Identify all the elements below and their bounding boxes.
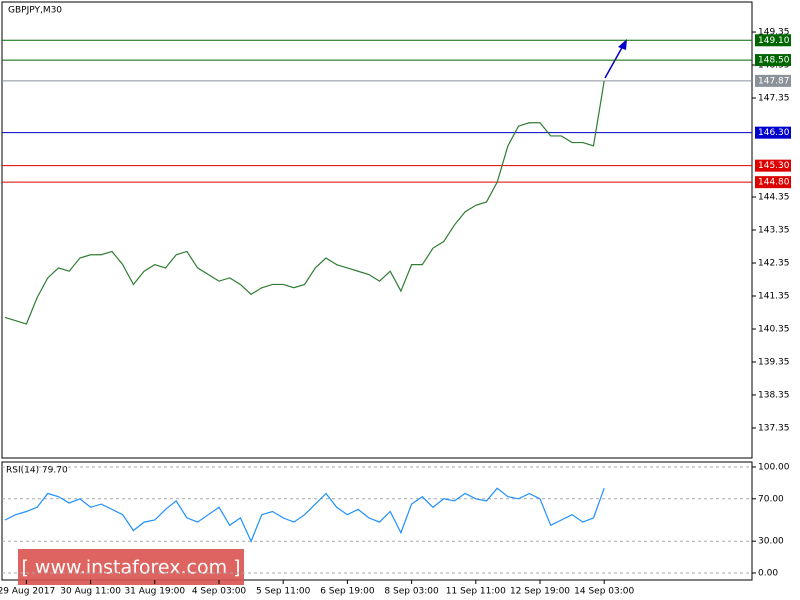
arrow xyxy=(604,43,625,79)
x-tick-label: 30 Aug 11:00 xyxy=(60,587,121,597)
y-tick-label: 140.35 xyxy=(758,324,790,334)
y-tick-label: 100.00 xyxy=(758,462,790,472)
y-tick-label: 137.35 xyxy=(758,423,790,433)
x-tick-label: 8 Sep 03:00 xyxy=(384,587,439,597)
level-label-box xyxy=(755,159,791,172)
level-label: 147.87 xyxy=(758,76,790,86)
level-label: 144.80 xyxy=(758,178,790,188)
x-tick-label: 29 Aug 2017 xyxy=(0,587,55,597)
chart-title: GBPJPY,M30 xyxy=(8,6,62,16)
rsi-title: RSI(14) 79.70 xyxy=(6,466,68,476)
y-tick-label: 0.00 xyxy=(758,569,778,579)
x-tick-label: 4 Sep 03:00 xyxy=(192,587,247,597)
level-label: 149.10 xyxy=(758,36,790,46)
y-tick-label: 141.35 xyxy=(758,291,790,301)
level-label-box xyxy=(755,126,791,139)
series-line xyxy=(4,80,605,325)
x-tick-label: 12 Sep 19:00 xyxy=(510,587,570,597)
x-tick-label: 11 Sep 11:00 xyxy=(446,587,506,597)
y-tick-label: 139.35 xyxy=(758,357,790,367)
price-panel xyxy=(1,1,753,459)
y-tick-label: 30.00 xyxy=(758,537,784,547)
watermark: [ www.instaforex.com ] xyxy=(21,557,240,579)
x-tick-label: 14 Sep 03:00 xyxy=(574,587,634,597)
level-label: 148.50 xyxy=(758,56,790,66)
y-tick-label: 142.35 xyxy=(758,258,790,268)
level-label-box xyxy=(755,176,791,189)
y-tick-label: 70.00 xyxy=(758,494,784,504)
y-tick-label: 144.35 xyxy=(758,193,790,203)
level-label-box xyxy=(755,74,791,87)
x-tick-label: 31 Aug 19:00 xyxy=(124,587,185,597)
arrow-head xyxy=(618,39,627,50)
x-tick-label: 5 Sep 11:00 xyxy=(256,587,311,597)
series-line xyxy=(4,487,605,543)
level-label: 146.30 xyxy=(758,128,790,138)
x-tick-label: 6 Sep 19:00 xyxy=(320,587,375,597)
level-label-box xyxy=(755,34,791,47)
y-tick-label: 149.35 xyxy=(758,28,790,38)
level-label: 145.30 xyxy=(758,161,790,171)
y-tick-label: 143.35 xyxy=(758,226,790,236)
y-tick-label: 147.35 xyxy=(758,94,790,104)
y-tick-label: 138.35 xyxy=(758,390,790,400)
watermark-box xyxy=(18,549,244,585)
level-label-box xyxy=(755,54,791,67)
